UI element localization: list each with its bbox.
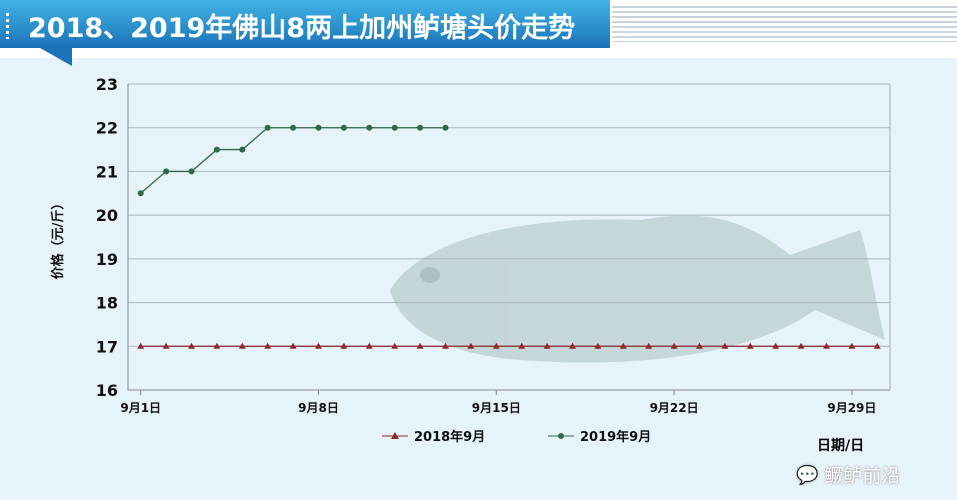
data-point [264,124,271,131]
dots-icon [6,13,9,39]
data-point [289,342,297,349]
legend-item-2019: 2019年9月 [548,426,651,445]
x-tick-label: 9月15日 [472,401,521,415]
data-point [137,342,145,349]
x-tick-label: 9月1日 [120,401,161,415]
data-point [543,342,551,349]
x-axis-label: 日期/日 [817,438,865,454]
data-point [594,342,602,349]
wechat-icon: 💬 [796,465,819,486]
y-tick-label: 19 [96,250,118,269]
data-point [340,342,348,349]
page-title: 2018、2019年佛山8两上加州鲈塘头价走势 [28,13,576,44]
x-tick-label: 9月22日 [650,401,699,415]
x-tick-label: 9月8日 [298,401,339,415]
data-point [137,190,144,197]
data-point [823,342,830,349]
data-point [848,342,856,349]
data-point [315,124,322,131]
data-point [264,342,272,349]
data-point [391,124,398,131]
data-point [162,342,170,349]
data-point [188,168,195,175]
data-point [416,342,424,349]
watermark: 💬 鳜鲈前沿 [796,464,900,488]
data-point [569,342,576,349]
data-point [239,146,246,153]
legend-label: 2019年9月 [580,430,652,445]
data-point [670,342,678,349]
data-point [238,342,246,349]
legend-label: 2018年9月 [414,430,486,445]
data-point [696,342,703,349]
data-point [772,342,780,349]
data-point [797,342,805,349]
data-point [213,342,221,349]
legend-item-2018: 2018年9月 [382,426,485,445]
title-banner [0,0,610,48]
data-point [442,342,449,349]
data-point [391,342,399,349]
data-point [492,342,500,349]
watermark-text: 鳜鲈前沿 [824,465,901,487]
data-point [366,124,373,131]
data-point [315,342,322,349]
y-tick-label: 21 [96,162,118,181]
data-point [340,124,347,131]
fish-image [390,215,885,363]
data-point [518,342,526,349]
data-point [467,342,475,349]
data-point [188,342,195,349]
y-tick-label: 18 [96,294,118,313]
data-point [163,168,170,175]
y-axis-label: 价格（元/斤） [50,197,66,280]
data-point [619,342,627,349]
series-line [140,127,446,194]
data-point [442,124,449,131]
data-point [873,342,881,349]
data-point [365,342,373,349]
data-point [213,146,220,153]
data-point [645,342,653,349]
x-tick-label: 9月29日 [827,401,876,415]
data-point [417,124,424,131]
data-point [721,342,729,349]
decorative-stripes [612,6,957,42]
y-tick-label: 23 [96,75,118,94]
y-tick-label: 20 [96,206,118,225]
data-point [746,342,754,349]
data-point [290,124,297,131]
y-tick-label: 22 [96,119,118,138]
y-tick-label: 17 [96,337,118,356]
y-tick-label: 16 [96,381,118,400]
